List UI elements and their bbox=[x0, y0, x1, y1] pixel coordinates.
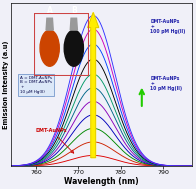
Y-axis label: Emission Intensity (a.u): Emission Intensity (a.u) bbox=[4, 40, 9, 129]
Text: DMT-AuNPs
+
10 pM Hg(II): DMT-AuNPs + 10 pM Hg(II) bbox=[150, 76, 182, 91]
Text: A = DMT-AuNPs
B = DMT-AuNPs
+
10 μM Hg(II): A = DMT-AuNPs B = DMT-AuNPs + 10 μM Hg(I… bbox=[20, 76, 52, 94]
Text: DMT-AuNPs: DMT-AuNPs bbox=[35, 128, 74, 153]
Ellipse shape bbox=[64, 30, 83, 66]
Text: B: B bbox=[71, 6, 77, 15]
Ellipse shape bbox=[40, 30, 59, 66]
Text: A: A bbox=[47, 6, 53, 15]
Polygon shape bbox=[88, 12, 99, 158]
Polygon shape bbox=[70, 18, 77, 30]
Text: DMT-AuNPs
+
100 pM Hg(II): DMT-AuNPs + 100 pM Hg(II) bbox=[150, 19, 186, 34]
X-axis label: Wavelength (nm): Wavelength (nm) bbox=[64, 177, 139, 186]
Polygon shape bbox=[46, 18, 53, 30]
